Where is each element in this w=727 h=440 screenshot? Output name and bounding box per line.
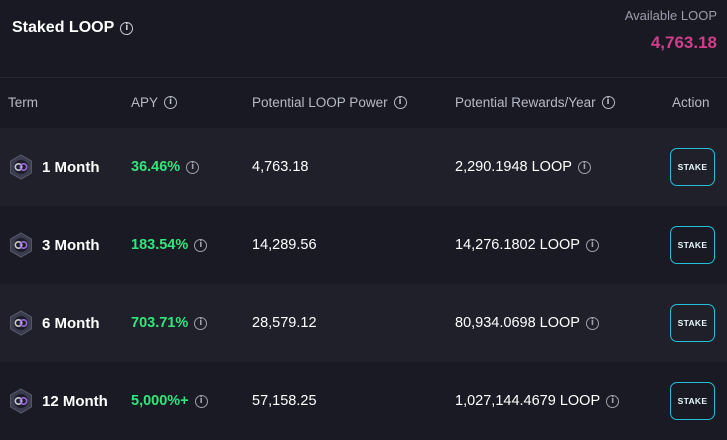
column-header-rewards-label: Potential Rewards/Year xyxy=(455,95,596,110)
info-icon[interactable]: i xyxy=(606,394,620,408)
term-label: 1 Month xyxy=(42,158,100,176)
power-value: 4,763.18 xyxy=(252,159,309,175)
power-value: 28,579.12 xyxy=(252,315,317,331)
column-header-action-label: Action xyxy=(672,95,710,110)
power-cell: 4,763.18 xyxy=(252,159,308,175)
staked-loop-header: Staked LOOP i Available LOOP 4,763.18 xyxy=(0,0,727,78)
power-value: 57,158.25 xyxy=(252,393,317,409)
page-title: Staked LOOP i xyxy=(12,19,134,37)
available-loop-label: Available LOOP xyxy=(624,8,717,23)
available-loop: Available LOOP 4,763.18 xyxy=(625,8,717,53)
info-icon[interactable]: i xyxy=(577,160,591,174)
apy-cell: 5,000%+ i xyxy=(131,393,208,409)
power-cell: 57,158.25 xyxy=(252,393,317,409)
table-row: 12 Month 5,000%+ i 57,158.25 1,027,144.4… xyxy=(0,362,727,440)
info-icon[interactable]: i xyxy=(601,96,615,109)
info-icon[interactable]: i xyxy=(194,394,208,408)
apy-value: 5,000%+ xyxy=(131,393,189,409)
term-cell: 3 Month xyxy=(8,232,100,258)
column-header-power-label: Potential LOOP Power xyxy=(252,95,388,110)
rewards-value: 2,290.1948 LOOP xyxy=(455,159,572,175)
table-row: 3 Month 183.54% i 14,289.56 14,276.1802 … xyxy=(0,206,727,284)
info-icon[interactable]: i xyxy=(585,238,599,252)
info-icon[interactable]: i xyxy=(585,316,599,330)
column-header-rewards: Potential Rewards/Year i xyxy=(455,95,615,110)
stake-button[interactable]: STAKE xyxy=(670,382,715,420)
column-header-power: Potential LOOP Power i xyxy=(252,95,407,110)
info-icon[interactable]: i xyxy=(186,160,200,174)
table-row: 6 Month 703.71% i 28,579.12 80,934.0698 … xyxy=(0,284,727,362)
apy-cell: 183.54% i xyxy=(131,237,208,253)
column-header-apy: APY i xyxy=(131,95,178,110)
rewards-value: 1,027,144.4679 LOOP xyxy=(455,393,601,409)
page-title-text: Staked LOOP xyxy=(12,19,115,36)
power-cell: 28,579.12 xyxy=(252,315,317,331)
apy-value: 183.54% xyxy=(131,237,189,253)
term-cell: 12 Month xyxy=(8,388,108,414)
loop-token-icon xyxy=(10,388,32,414)
info-icon[interactable]: i xyxy=(120,21,134,35)
power-cell: 14,289.56 xyxy=(252,237,317,253)
table-header: Term APY i Potential LOOP Power i Potent… xyxy=(0,79,727,127)
stake-button[interactable]: STAKE xyxy=(670,226,715,264)
term-label: 6 Month xyxy=(42,314,100,332)
rewards-cell: 1,027,144.4679 LOOP i xyxy=(455,393,620,409)
column-header-term: Term xyxy=(8,95,38,110)
stake-button[interactable]: STAKE xyxy=(670,304,715,342)
power-value: 14,289.56 xyxy=(252,237,317,253)
term-cell: 1 Month xyxy=(8,154,100,180)
apy-value: 703.71% xyxy=(131,315,189,331)
column-header-action: Action xyxy=(672,95,710,110)
apy-cell: 36.46% i xyxy=(131,159,200,175)
rewards-cell: 80,934.0698 LOOP i xyxy=(455,315,599,331)
table-row: 1 Month 36.46% i 4,763.18 2,290.1948 LOO… xyxy=(0,128,727,206)
column-header-term-label: Term xyxy=(8,95,38,110)
info-icon[interactable]: i xyxy=(393,96,407,109)
rewards-cell: 2,290.1948 LOOP i xyxy=(455,159,591,175)
apy-value: 36.46% xyxy=(131,159,181,175)
loop-token-icon xyxy=(10,232,32,258)
apy-cell: 703.71% i xyxy=(131,315,208,331)
loop-token-icon xyxy=(10,154,32,180)
column-header-apy-label: APY xyxy=(131,95,159,110)
info-icon[interactable]: i xyxy=(164,96,178,109)
rewards-value: 14,276.1802 LOOP xyxy=(455,237,580,253)
loop-token-icon xyxy=(10,310,32,336)
info-icon[interactable]: i xyxy=(194,316,208,330)
stake-button[interactable]: STAKE xyxy=(670,148,715,186)
term-cell: 6 Month xyxy=(8,310,100,336)
info-icon[interactable]: i xyxy=(194,238,208,252)
rewards-value: 80,934.0698 LOOP xyxy=(455,315,580,331)
term-label: 3 Month xyxy=(42,236,100,254)
rewards-cell: 14,276.1802 LOOP i xyxy=(455,237,599,253)
term-label: 12 Month xyxy=(42,392,108,410)
available-loop-value: 4,763.18 xyxy=(650,33,717,52)
